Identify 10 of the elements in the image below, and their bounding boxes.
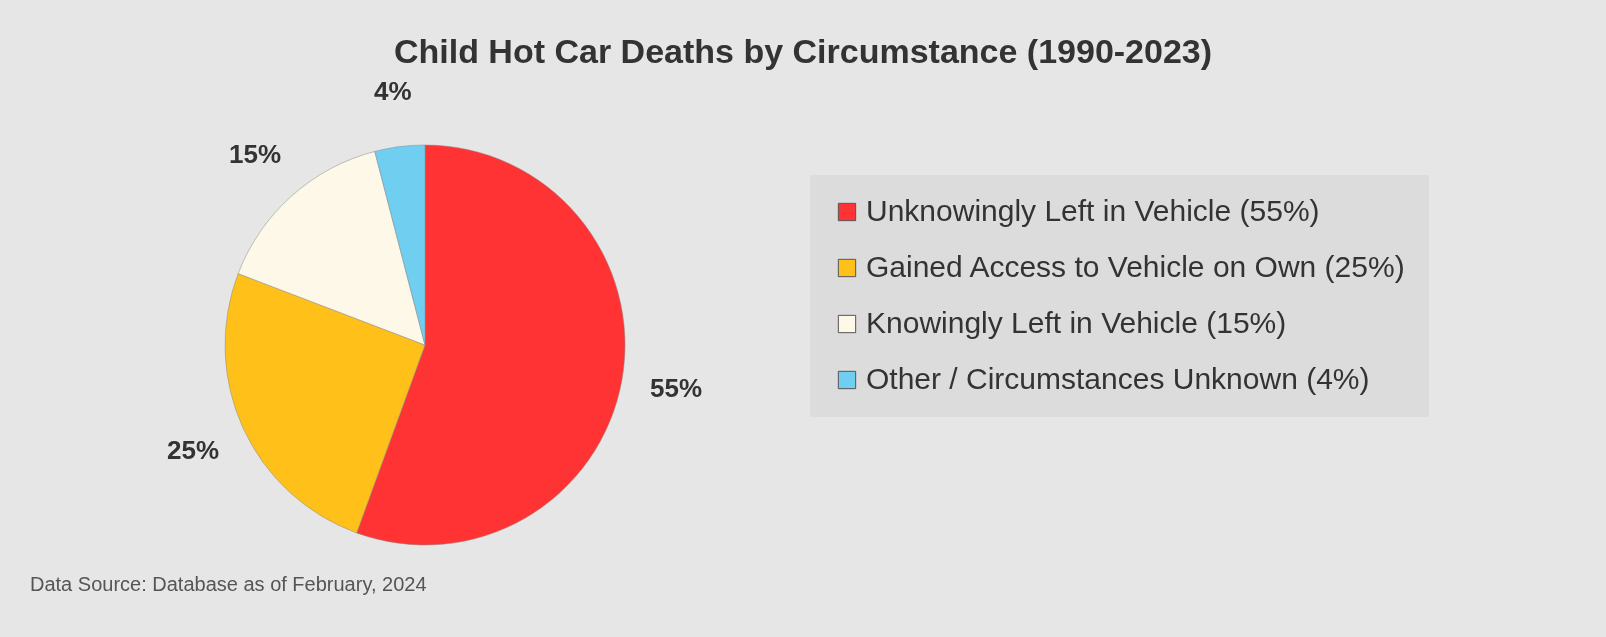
data-label: 55%	[650, 373, 703, 404]
legend-label: Knowingly Left in Vehicle (15%)	[866, 306, 1287, 339]
data-label: 25%	[167, 434, 220, 465]
legend-label: Other / Circumstances Unknown (4%)	[866, 362, 1370, 395]
legend-label: Unknowingly Left in Vehicle (55%)	[866, 194, 1320, 227]
data-label: 4%	[373, 76, 412, 107]
source-note: Data Source: Database as of February, 2024	[30, 573, 427, 595]
chart-title: Child Hot Car Deaths by Circumstance (1990-2023)	[393, 32, 1213, 70]
data-label: 15%	[228, 138, 281, 169]
legend-label: Gained Access to Vehicle on Own (25%)	[866, 250, 1405, 283]
